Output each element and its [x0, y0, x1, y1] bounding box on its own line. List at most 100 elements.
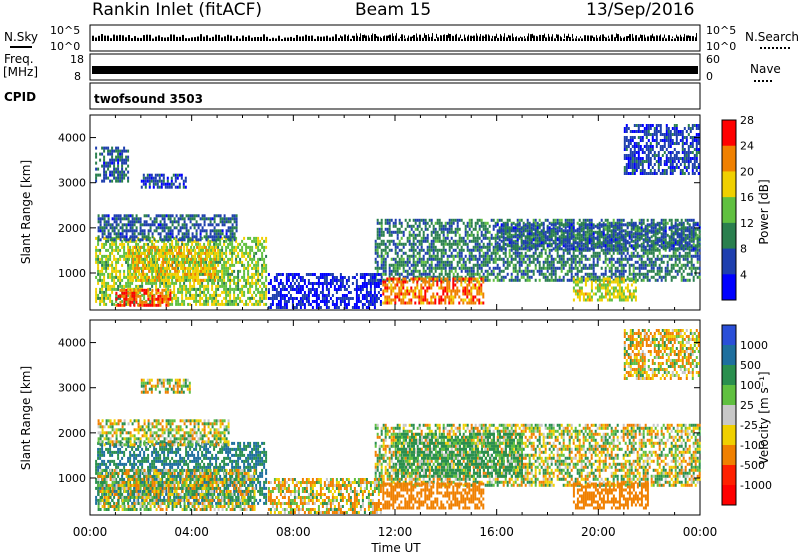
power-cell — [245, 302, 248, 306]
power-cell — [223, 290, 226, 294]
power-cell — [95, 236, 98, 240]
power-cell — [510, 254, 513, 258]
power-cell — [542, 263, 545, 267]
power-cell — [243, 275, 246, 279]
power-cell — [223, 214, 226, 218]
power-cell — [474, 245, 477, 249]
power-cell — [584, 257, 587, 261]
power-cell — [155, 257, 158, 261]
power-cell — [388, 280, 391, 284]
power-cell — [384, 257, 387, 261]
power-cell — [528, 260, 531, 264]
power-cell — [115, 214, 118, 218]
power-cell — [432, 254, 435, 258]
power-cell — [127, 239, 130, 243]
power-cell — [189, 281, 192, 285]
power-cell — [412, 230, 415, 234]
power-cell — [476, 266, 479, 270]
power-cell — [450, 242, 453, 246]
power-cell — [620, 242, 623, 246]
power-cell — [249, 257, 252, 261]
power-cell — [480, 248, 483, 252]
power-cell — [147, 290, 150, 294]
power-cell — [546, 266, 549, 270]
power-cell — [213, 290, 216, 294]
power-cell — [215, 235, 218, 239]
power-cell — [227, 272, 230, 276]
power-heatmap-marks — [95, 124, 701, 309]
power-cell — [141, 288, 144, 292]
power-cell — [99, 260, 102, 264]
power-cell — [562, 260, 565, 264]
power-cell — [408, 233, 411, 237]
power-cell — [255, 284, 258, 288]
power-cell — [490, 236, 493, 240]
power-cell — [386, 230, 389, 234]
power-cell — [140, 266, 143, 270]
power-cell — [408, 272, 411, 276]
power-cell — [386, 298, 389, 302]
power-cell — [656, 254, 659, 258]
nsky-bar — [386, 35, 388, 41]
power-cell — [376, 269, 379, 273]
power-cell — [175, 299, 178, 303]
power-cell — [170, 182, 173, 186]
power-cell — [426, 257, 429, 261]
power-cell — [484, 254, 487, 258]
power-cell — [178, 269, 181, 273]
power-cell — [666, 260, 669, 264]
power-cell — [193, 287, 196, 291]
power-cell — [221, 284, 224, 288]
power-cell — [163, 220, 166, 224]
power-cell — [518, 263, 521, 267]
power-cell — [186, 266, 189, 270]
power-cell — [580, 260, 583, 264]
power-cell — [654, 257, 657, 261]
power-cell — [460, 269, 463, 273]
power-cell — [109, 173, 112, 177]
power-cell — [560, 266, 563, 270]
power-cell — [103, 229, 106, 233]
power-cell — [480, 224, 483, 228]
power-cell — [229, 263, 232, 267]
power-cell — [123, 303, 126, 307]
power-cell — [148, 275, 151, 279]
power-cell — [448, 266, 451, 270]
nsearch-dot — [380, 36, 381, 38]
power-cell — [418, 272, 421, 276]
nsearch-dot — [688, 35, 689, 38]
power-cell — [156, 275, 159, 279]
power-cell — [140, 251, 143, 255]
power-cell — [177, 232, 180, 236]
power-cell — [119, 254, 122, 258]
power-cell — [496, 275, 499, 279]
power-cell — [185, 275, 188, 279]
power-cell — [536, 233, 539, 237]
power-cell — [103, 226, 106, 230]
power-cell — [211, 223, 214, 227]
power-cell — [243, 254, 246, 258]
power-cell — [113, 226, 116, 230]
power-cell — [384, 248, 387, 252]
power-cell — [574, 257, 577, 261]
power-cell — [476, 233, 479, 237]
power-cell — [204, 278, 207, 282]
power-cell — [207, 281, 210, 285]
power-cell — [253, 254, 256, 258]
power-cell — [132, 248, 135, 252]
power-cell — [658, 251, 661, 255]
nsky-bar — [395, 35, 397, 41]
power-cell — [484, 260, 487, 264]
power-cell — [97, 272, 100, 276]
power-cell — [410, 263, 413, 267]
power-cell — [454, 218, 457, 222]
power-cell — [608, 251, 611, 255]
power-cell — [265, 290, 268, 294]
power-cell — [197, 238, 200, 242]
power-cell — [217, 242, 220, 246]
power-cell — [121, 299, 124, 303]
power-cell — [540, 248, 543, 252]
power-cell — [580, 275, 583, 279]
power-cell — [132, 251, 135, 255]
power-cell — [488, 239, 491, 243]
